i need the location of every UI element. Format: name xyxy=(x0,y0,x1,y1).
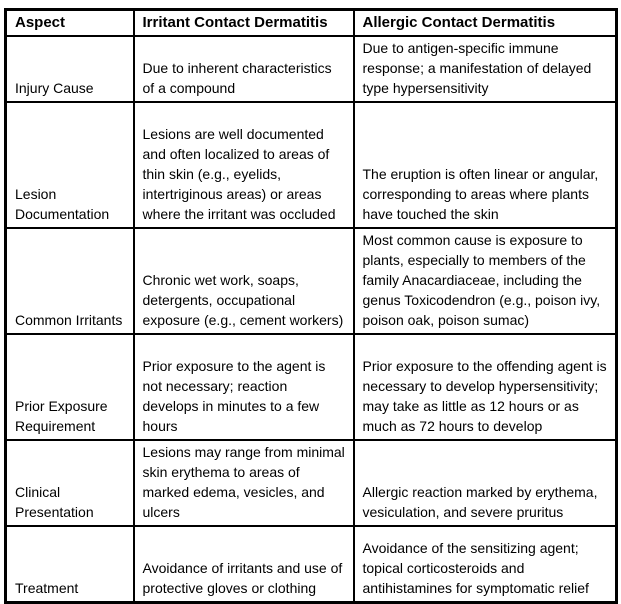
irritant-cell: Avoidance of irritants and use of protec… xyxy=(132,525,355,603)
header-row: Aspect Irritant Contact Dermatitis Aller… xyxy=(4,8,618,37)
aspect-label: Injury Cause xyxy=(4,35,135,103)
allergic-cell: Avoidance of the sensitizing agent; topi… xyxy=(352,525,618,603)
table-row-clinical-presentation: Clinical Presentation Lesions may range … xyxy=(4,439,618,527)
dermatitis-comparison-table: Aspect Irritant Contact Dermatitis Aller… xyxy=(4,8,618,604)
table-row-treatment: Treatment Avoidance of irritants and use… xyxy=(4,525,618,603)
irritant-cell: Chronic wet work, soaps, detergents, occ… xyxy=(132,227,355,335)
aspect-label: Prior Exposure Requirement xyxy=(4,333,135,441)
irritant-cell: Due to inherent characteristics of a com… xyxy=(132,35,355,103)
allergic-cell: Prior exposure to the offending agent is… xyxy=(352,333,618,441)
column-header-allergic-contact-dermatitis: Allergic Contact Dermatitis xyxy=(352,8,618,37)
aspect-label: Treatment xyxy=(4,525,135,603)
aspect-label: Common Irritants xyxy=(4,227,135,335)
allergic-cell: Due to antigen-specific immune response;… xyxy=(352,35,618,103)
irritant-cell: Prior exposure to the agent is not neces… xyxy=(132,333,355,441)
allergic-cell: Most common cause is exposure to plants,… xyxy=(352,227,618,335)
column-header-irritant-contact-dermatitis: Irritant Contact Dermatitis xyxy=(132,8,355,37)
aspect-label: Lesion Documentation xyxy=(4,101,135,229)
table-row-injury-cause: Injury Cause Due to inherent characteris… xyxy=(4,35,618,103)
table-row-prior-exposure-requirement: Prior Exposure Requirement Prior exposur… xyxy=(4,333,618,441)
column-header-aspect: Aspect xyxy=(4,8,135,37)
allergic-cell: Allergic reaction marked by erythema, ve… xyxy=(352,439,618,527)
irritant-cell: Lesions may range from minimal skin eryt… xyxy=(132,439,355,527)
irritant-cell: Lesions are well documented and often lo… xyxy=(132,101,355,229)
table-row-lesion-documentation: Lesion Documentation Lesions are well do… xyxy=(4,101,618,229)
allergic-cell: The eruption is often linear or angular,… xyxy=(352,101,618,229)
aspect-label: Clinical Presentation xyxy=(4,439,135,527)
table-row-common-irritants: Common Irritants Chronic wet work, soaps… xyxy=(4,227,618,335)
